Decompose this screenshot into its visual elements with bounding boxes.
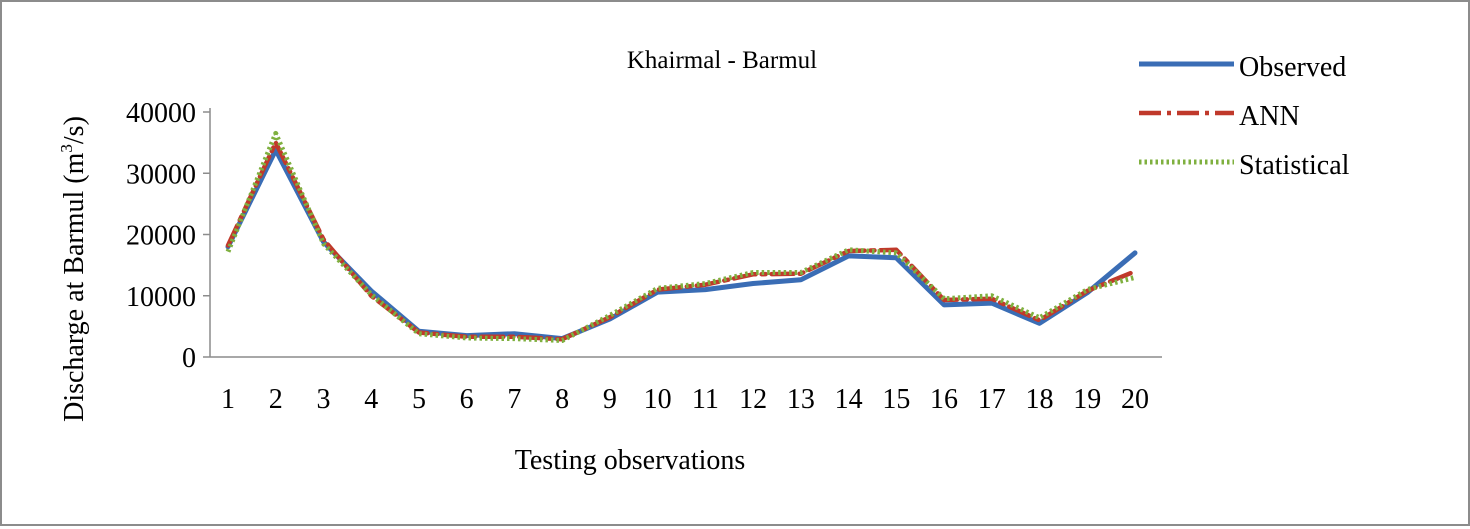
series-line-observed — [225, 147, 1138, 342]
y-tick-label: 10000 — [126, 282, 196, 313]
x-tick-label: 8 — [555, 384, 569, 415]
x-tick-label: 13 — [787, 384, 815, 415]
x-tick-label: 18 — [1026, 384, 1054, 415]
y-ticks: 0 10000 20000 30000 40000 — [126, 98, 210, 374]
x-tick-label: 9 — [603, 384, 617, 415]
legend-label-statistical: Statistical — [1239, 150, 1350, 181]
series-line-statistical — [225, 130, 1136, 343]
y-tick-label: 30000 — [126, 159, 196, 190]
x-tick-label: 20 — [1121, 384, 1149, 415]
y-axis-label-superscript: 3 — [57, 144, 76, 153]
x-tick-label: 6 — [460, 384, 474, 415]
legend-label-observed: Observed — [1239, 52, 1346, 83]
legend-label-ann: ANN — [1239, 101, 1300, 132]
x-tick-label: 1 — [221, 384, 235, 415]
x-tick-label: 12 — [739, 384, 767, 415]
series-lines — [225, 130, 1138, 343]
x-tick-label: 7 — [507, 384, 521, 415]
x-tick-label: 17 — [978, 384, 1006, 415]
x-tick-label: 5 — [412, 384, 426, 415]
legend: Observed ANN Statistical — [1139, 52, 1350, 181]
y-axis-label: Discharge at Barmul (m3/s) — [57, 116, 90, 422]
axes — [209, 108, 1162, 358]
y-tick-label: 0 — [182, 343, 196, 374]
x-tick-label: 11 — [692, 384, 719, 415]
x-ticks: 1 2 3 4 5 6 7 8 9 10 11 12 13 14 15 16 17 18 19 20 — [221, 384, 1149, 415]
x-axis-label: Testing observations — [515, 445, 746, 476]
x-tick-label: 15 — [882, 384, 910, 415]
x-tick-label: 10 — [644, 384, 672, 415]
y-tick-label: 20000 — [126, 221, 196, 252]
svg-text:Discharge at Barmul (m3/s): Discharge at Barmul (m3/s) — [57, 116, 90, 422]
x-tick-label: 16 — [930, 384, 958, 415]
y-tick-label: 40000 — [126, 98, 196, 129]
x-tick-label: 14 — [835, 384, 863, 415]
x-tick-label: 3 — [316, 384, 330, 415]
series-line-ann — [225, 140, 1138, 342]
chart-title: Khairmal - Barmul — [627, 47, 817, 74]
y-axis-label-main: Discharge at Barmul (m — [59, 152, 90, 422]
x-tick-label: 2 — [269, 384, 283, 415]
y-axis-label-suffix: /s) — [59, 116, 90, 144]
x-tick-label: 4 — [364, 384, 378, 415]
x-tick-label: 19 — [1073, 384, 1101, 415]
